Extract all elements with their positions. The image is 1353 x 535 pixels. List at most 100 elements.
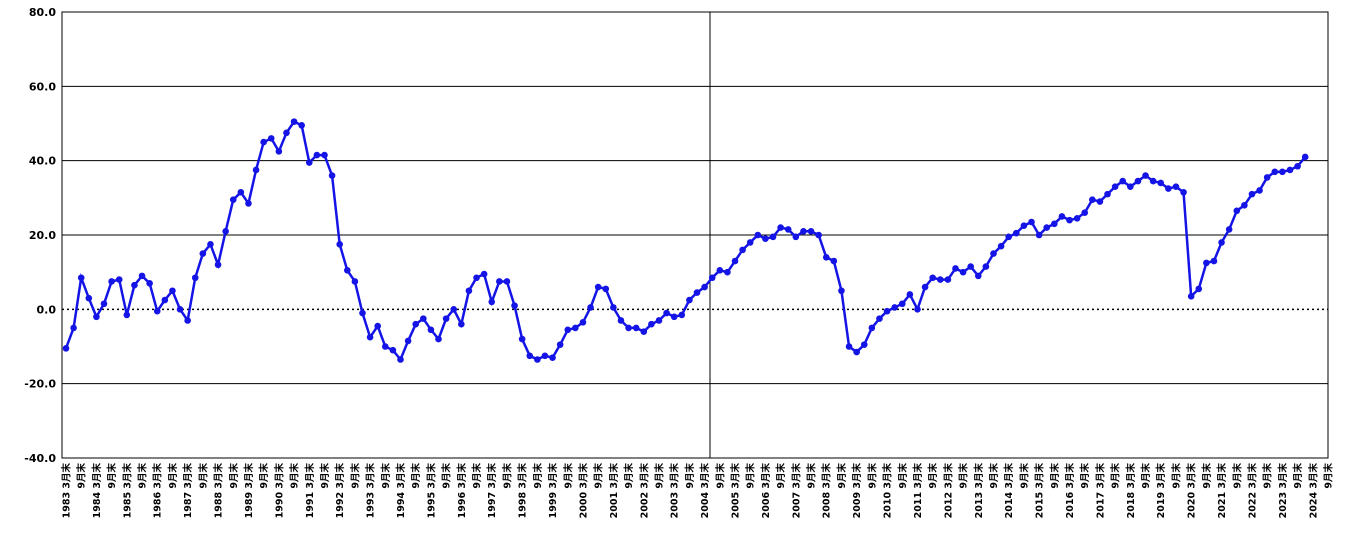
data-point (1294, 162, 1301, 170)
x-tick-label: 9月末 (775, 463, 787, 489)
data-point (237, 188, 245, 196)
data-point (93, 313, 100, 321)
data-point (1210, 257, 1218, 265)
data-point (1096, 198, 1104, 205)
data-point (1187, 293, 1195, 300)
x-tick-label: 9月末 (76, 463, 88, 489)
x-tick-label: 9月末 (1049, 463, 1061, 489)
x-tick-label: 2020 3月末 (1186, 463, 1198, 519)
data-point (138, 272, 146, 280)
data-point (100, 300, 108, 308)
data-point (1157, 179, 1165, 187)
data-point (1028, 218, 1035, 226)
x-tick-label: 9月末 (1170, 463, 1182, 489)
x-tick-label: 9月末 (501, 463, 513, 489)
x-tick-label: 1996 3月末 (456, 463, 468, 519)
data-point (1127, 183, 1134, 190)
data-point (838, 287, 845, 295)
data-point (663, 309, 670, 317)
x-tick-label: 2016 3月末 (1064, 463, 1076, 519)
data-point (739, 246, 746, 254)
x-tick-label: 9月末 (897, 463, 909, 489)
data-point (860, 341, 868, 348)
x-tick-label: 9月末 (441, 463, 453, 489)
data-point (1172, 183, 1180, 190)
data-point (1058, 213, 1066, 220)
x-tick-label: 2009 3月末 (851, 463, 863, 519)
x-tick-label: 9月末 (349, 463, 361, 489)
data-point (670, 313, 678, 321)
data-point (1089, 196, 1096, 203)
data-point (556, 341, 564, 348)
data-point (229, 196, 237, 203)
x-tick-label: 1988 3月末 (213, 463, 225, 519)
x-tick-label: 9月末 (958, 463, 970, 489)
data-point (708, 274, 716, 282)
data-point (108, 278, 115, 285)
data-point (298, 122, 305, 129)
x-tick-label: 1991 3月末 (304, 463, 316, 519)
data-point (898, 300, 906, 308)
x-tick-label: 9月末 (167, 463, 179, 489)
x-tick-label: 9月末 (866, 463, 878, 489)
x-tick-label: 9月末 (745, 463, 757, 489)
x-tick-label: 9月末 (289, 463, 301, 489)
data-point (465, 287, 473, 295)
x-tick-label: 1989 3月末 (243, 463, 255, 519)
data-point (275, 148, 283, 155)
data-point (534, 356, 541, 363)
data-point (115, 276, 123, 283)
data-point (579, 319, 587, 326)
x-tick-label: 9月末 (1201, 463, 1213, 489)
x-tick-label: 1997 3月末 (486, 463, 498, 519)
x-tick-label: 9月末 (1110, 463, 1122, 489)
data-point (845, 343, 853, 350)
x-tick-label: 9月末 (410, 463, 422, 489)
data-point (70, 324, 77, 332)
data-point (800, 227, 807, 235)
data-point (640, 328, 648, 335)
data-point (1035, 231, 1043, 239)
data-point (572, 324, 579, 332)
x-tick-label: 1992 3月末 (334, 463, 346, 519)
data-point (374, 322, 381, 330)
x-tick-label: 9月末 (1018, 463, 1030, 489)
data-point (207, 240, 214, 248)
data-point (404, 337, 412, 345)
x-tick-label: 1990 3月末 (273, 463, 285, 519)
data-point (564, 326, 572, 334)
data-point (496, 278, 503, 285)
data-point (587, 304, 594, 311)
x-tick-label: 9月末 (319, 463, 331, 489)
x-tick-label: 9月末 (258, 463, 270, 489)
y-tick-label: 20.0 (29, 229, 56, 242)
data-point (267, 135, 275, 142)
data-point (959, 268, 967, 276)
x-tick-label: 9月末 (1292, 463, 1304, 489)
x-tick-label: 2022 3月末 (1246, 463, 1258, 519)
x-tick-label: 2003 3月末 (669, 463, 681, 519)
x-tick-label: 2010 3月末 (882, 463, 894, 519)
data-point (883, 307, 891, 315)
x-tick-label: 2004 3月末 (699, 463, 711, 519)
data-point (967, 263, 974, 270)
data-point (944, 276, 952, 283)
x-tick-label: 1995 3月末 (425, 463, 437, 519)
data-point (982, 263, 990, 270)
data-point (876, 315, 883, 322)
x-tick-label: 1987 3月末 (182, 463, 194, 519)
x-tick-label: 2019 3月末 (1155, 463, 1167, 519)
data-point (222, 227, 229, 235)
x-tick-label: 9月末 (380, 463, 392, 489)
data-point (701, 283, 708, 291)
data-point (754, 231, 762, 239)
x-tick-label: 9月末 (836, 463, 848, 489)
y-tick-label: 40.0 (29, 155, 56, 168)
data-point (199, 250, 207, 257)
data-point (1248, 190, 1256, 198)
data-point (412, 320, 420, 328)
data-point (974, 272, 982, 280)
data-point (1119, 177, 1127, 185)
y-tick-label: 60.0 (29, 80, 56, 93)
data-point (1180, 188, 1187, 196)
